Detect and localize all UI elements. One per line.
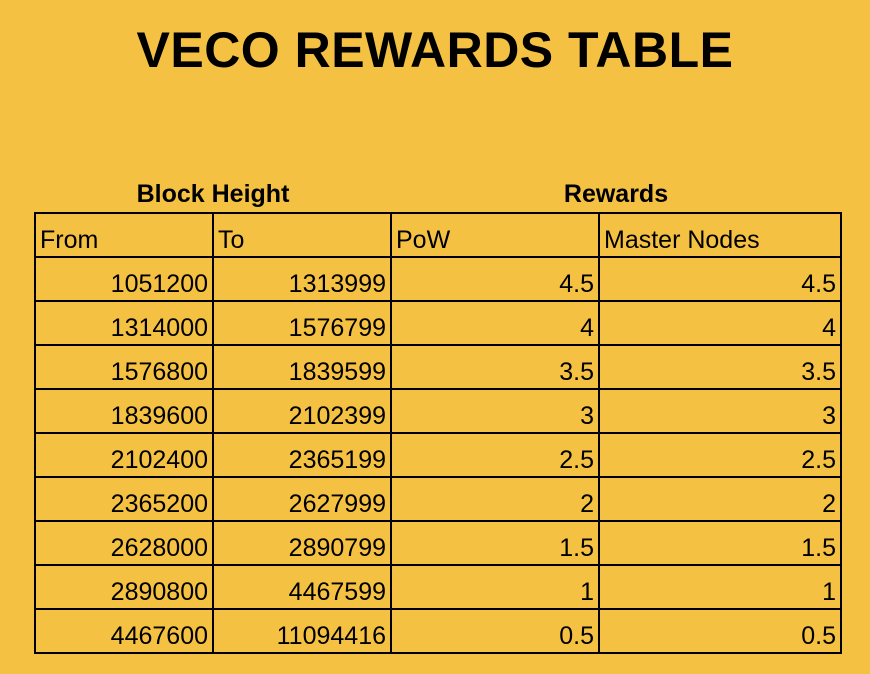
table-row: 2102400 2365199 2.5 2.5: [34, 432, 842, 478]
table-row: 4467600 11094416 0.5 0.5: [34, 608, 842, 654]
table-row: 2628000 2890799 1.5 1.5: [34, 520, 842, 566]
cell-master-nodes: 2.5: [598, 432, 842, 478]
cell-pow: 4.5: [390, 256, 600, 302]
cell-pow: 1: [390, 564, 600, 610]
cell-pow: 3.5: [390, 344, 600, 390]
cell-pow: 1.5: [390, 520, 600, 566]
page-title: VECO REWARDS TABLE: [136, 22, 734, 78]
cell-master-nodes: 1.5: [598, 520, 842, 566]
column-header-pow: PoW: [390, 212, 600, 258]
cell-from: 2628000: [34, 520, 214, 566]
cell-to: 2102399: [212, 388, 392, 434]
cell-to: 1839599: [212, 344, 392, 390]
table-row: 2890800 4467599 1 1: [34, 564, 842, 610]
cell-to: 2890799: [212, 520, 392, 566]
cell-master-nodes: 2: [598, 476, 842, 522]
cell-pow: 3: [390, 388, 600, 434]
column-header-to: To: [212, 212, 392, 258]
column-header-from: From: [34, 212, 214, 258]
cell-from: 4467600: [34, 608, 214, 654]
cell-master-nodes: 4: [598, 300, 842, 346]
table-row: 1839600 2102399 3 3: [34, 388, 842, 434]
cell-from: 1051200: [34, 256, 214, 302]
table-header-row: From To PoW Master Nodes: [34, 212, 842, 258]
cell-from: 2102400: [34, 432, 214, 478]
rewards-table: From To PoW Master Nodes 1051200 1313999…: [34, 212, 842, 654]
cell-pow: 2.5: [390, 432, 600, 478]
cell-to: 4467599: [212, 564, 392, 610]
cell-master-nodes: 3: [598, 388, 842, 434]
block-height-group-header: Block Height: [136, 180, 290, 208]
table-row: 1314000 1576799 4 4: [34, 300, 842, 346]
cell-to: 11094416: [212, 608, 392, 654]
cell-from: 1576800: [34, 344, 214, 390]
cell-from: 1839600: [34, 388, 214, 434]
table-row: 1051200 1313999 4.5 4.5: [34, 256, 842, 302]
table-row: 2365200 2627999 2 2: [34, 476, 842, 522]
cell-pow: 0.5: [390, 608, 600, 654]
rewards-group-header: Rewards: [563, 180, 669, 208]
cell-to: 2365199: [212, 432, 392, 478]
cell-from: 1314000: [34, 300, 214, 346]
cell-master-nodes: 0.5: [598, 608, 842, 654]
cell-from: 2890800: [34, 564, 214, 610]
cell-to: 1313999: [212, 256, 392, 302]
cell-master-nodes: 1: [598, 564, 842, 610]
cell-to: 2627999: [212, 476, 392, 522]
cell-pow: 2: [390, 476, 600, 522]
cell-from: 2365200: [34, 476, 214, 522]
cell-master-nodes: 3.5: [598, 344, 842, 390]
column-header-master-nodes: Master Nodes: [598, 212, 842, 258]
cell-master-nodes: 4.5: [598, 256, 842, 302]
table-row: 1576800 1839599 3.5 3.5: [34, 344, 842, 390]
cell-to: 1576799: [212, 300, 392, 346]
cell-pow: 4: [390, 300, 600, 346]
